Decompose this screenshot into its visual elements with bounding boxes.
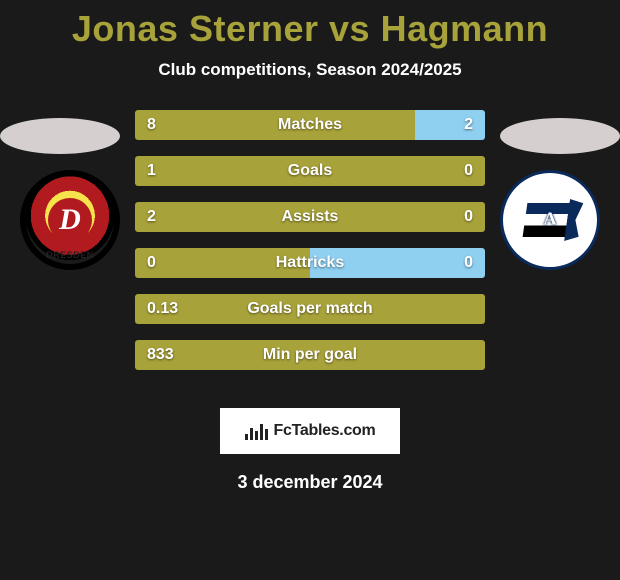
- team-badge-left-letter: D: [48, 198, 92, 242]
- stat-seg-left: [135, 340, 485, 370]
- brand-text: FcTables.com: [274, 422, 376, 440]
- stat-seg-left: [135, 156, 485, 186]
- comparison-title: Jonas Sterner vs Hagmann: [0, 0, 620, 50]
- stat-seg-left: [135, 294, 485, 324]
- shadow-ellipse-left: [0, 118, 120, 154]
- stat-row: Min per goal833: [135, 340, 485, 370]
- team-badge-right-letter: A: [544, 208, 557, 229]
- stats-bars: Matches82 Goals10 Assists20 Hattricks00 Goal…: [135, 110, 485, 386]
- team-badge-left: D DRESDEN: [20, 170, 120, 270]
- stat-seg-left: [135, 202, 485, 232]
- player1-name: Jonas Sterner: [72, 8, 319, 49]
- stat-row: Goals10: [135, 156, 485, 186]
- subtitle: Club competitions, Season 2024/2025: [0, 60, 620, 80]
- stat-row: Goals per match0.13: [135, 294, 485, 324]
- player2-name: Hagmann: [381, 8, 549, 49]
- shadow-ellipse-right: [500, 118, 620, 154]
- stat-seg-right: [310, 248, 485, 278]
- brand-badge: FcTables.com: [220, 408, 400, 454]
- date-text: 3 december 2024: [0, 472, 620, 493]
- bar-chart-icon: [245, 422, 268, 440]
- stat-row: Matches82: [135, 110, 485, 140]
- stat-row: Assists20: [135, 202, 485, 232]
- team-badge-right: A: [500, 170, 600, 270]
- team-badge-left-ribbon: DRESDEN: [46, 250, 94, 260]
- stat-row: Hattricks00: [135, 248, 485, 278]
- stat-seg-left: [135, 110, 415, 140]
- stat-seg-right: [415, 110, 485, 140]
- comparison-panel: D DRESDEN A Matches82 Goals10 Assists20 Hat…: [0, 110, 620, 390]
- vs-text: vs: [329, 8, 370, 49]
- stat-seg-left: [135, 248, 310, 278]
